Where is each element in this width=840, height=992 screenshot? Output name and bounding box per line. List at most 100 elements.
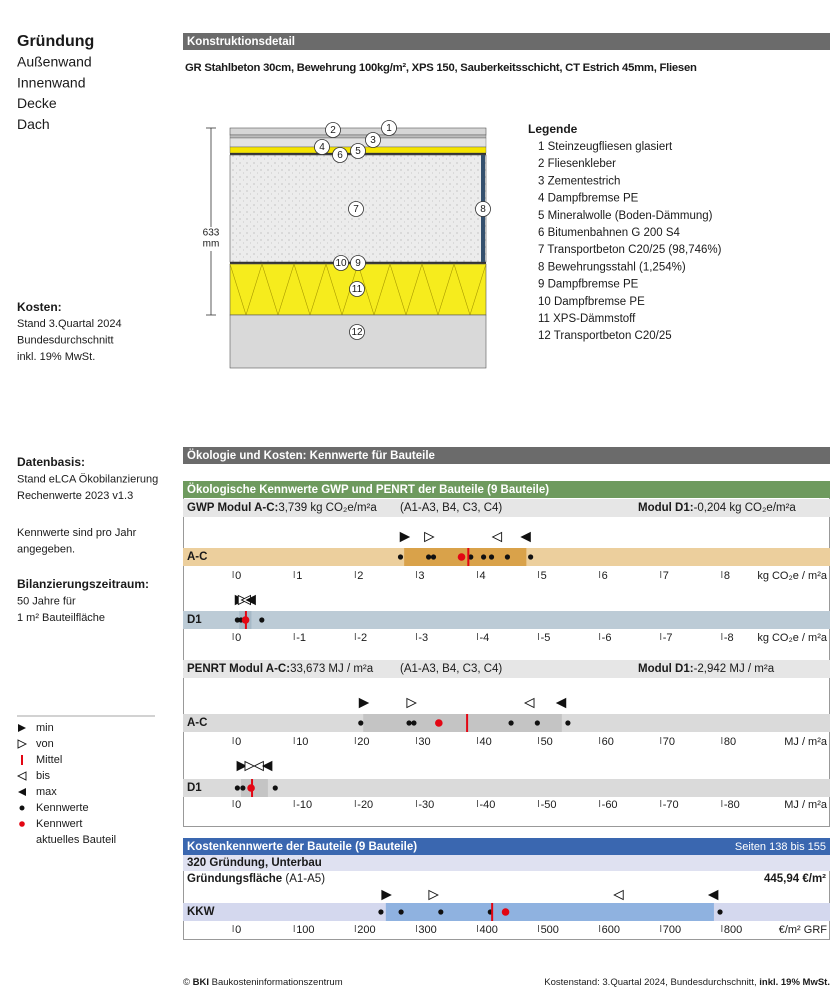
- panel-title: Kostenkennwerte der Bauteile (9 Bauteile…: [187, 841, 417, 853]
- indicator-header-bar: [183, 499, 830, 517]
- callout-circle: [365, 132, 381, 148]
- callout: 7: [353, 204, 359, 215]
- panel-title: Ökologische Kennwerte GWP und PENRT der …: [187, 483, 549, 496]
- footer-left-part: Baukosteninformationszentrum: [209, 977, 343, 988]
- tick-label: 700: [663, 924, 681, 936]
- side-line: Bundesdurchschnitt: [17, 335, 114, 347]
- indicator-d1: Modul D1:-0,204 kg CO₂e/m²a: [638, 502, 796, 514]
- indicator-d1-part: Modul D1:: [638, 663, 694, 675]
- value-dot: [398, 909, 404, 915]
- callout-circle: [314, 139, 330, 155]
- value-dot: [234, 617, 240, 623]
- tick-label: 1: [296, 570, 302, 582]
- marker-von: [406, 697, 417, 709]
- tick-label: -30: [418, 799, 434, 811]
- tick-label: 50: [541, 736, 553, 748]
- tick-label: 600: [602, 924, 620, 936]
- value-dot: [534, 720, 540, 726]
- description: GR Stahlbeton 30cm, Bewehrung 100kg/m², …: [185, 62, 697, 74]
- key-label: bis: [36, 770, 51, 782]
- callout: 4: [319, 142, 325, 153]
- side-line: Stand eLCA Ökobilanzierung: [17, 473, 158, 485]
- callout-circle: [325, 122, 341, 138]
- side-line: angegeben.: [17, 543, 75, 555]
- current-dot: [457, 553, 466, 561]
- indicator-d1-part: Modul D1:: [638, 502, 694, 514]
- section-header: [183, 447, 830, 464]
- footer-right-part: inkl. 19% MwSt.: [759, 977, 830, 988]
- legend-item: 5 Mineralwolle (Boden-Dämmung): [538, 210, 713, 222]
- indicator-d1: Modul D1:-2,942 MJ / m²a: [638, 663, 775, 675]
- side-title: Datenbasis:: [17, 455, 85, 469]
- legend-item: 1 Steinzeugfliesen glasiert: [538, 141, 673, 153]
- value-dot: [259, 617, 265, 623]
- tick-label: 4: [479, 570, 485, 582]
- callout-circle: [332, 147, 348, 163]
- key-symbols: [16, 715, 155, 827]
- marker-min: [399, 531, 411, 543]
- marker-max: [245, 594, 256, 606]
- tick-label: 8: [724, 570, 730, 582]
- marker-bis: [613, 889, 624, 901]
- current-dot: [435, 719, 443, 727]
- side-title: Kosten:: [17, 300, 62, 314]
- panel-title-bar: [183, 838, 830, 855]
- indicator-d1-part: -0,204 kg CO₂e/m²a: [694, 502, 797, 514]
- footer-right-part: Kostenstand: 3.Quartal 2024, Bundesdurch…: [544, 977, 759, 988]
- tick-label: 100: [296, 924, 314, 936]
- tick-label: -4: [479, 632, 489, 644]
- legend-item: 7 Transportbeton C20/25 (98,746%): [538, 244, 722, 256]
- side-line: Kennwerte sind pro Jahr: [17, 527, 137, 539]
- unit: kg CO₂e / m²a: [757, 570, 828, 582]
- value-dot: [430, 554, 437, 560]
- tick-label: 60: [602, 736, 614, 748]
- reference: Gründungsfläche (A1-A5): [187, 873, 325, 885]
- key-label: min: [36, 722, 54, 734]
- legend-item: 9 Dampfbremse PE: [538, 279, 639, 291]
- callout-circle: [475, 201, 491, 217]
- side-line: 1 m² Bauteilfläche: [17, 612, 105, 624]
- callout-circle: [333, 255, 349, 271]
- strip-range: [385, 903, 714, 921]
- indicator-scope: (A1-A3, B4, C3, C4): [400, 663, 502, 675]
- row-label: D1: [187, 614, 202, 626]
- footer-right: Kostenstand: 3.Quartal 2024, Bundesdurch…: [544, 977, 830, 988]
- callout-circle: [350, 143, 366, 159]
- section-header-text: Ökologie und Kosten: Kennwerte für Baute…: [187, 449, 435, 462]
- marker-max: [520, 531, 531, 543]
- pages: Seiten 138 bis 155: [735, 841, 826, 853]
- callout: 9: [355, 258, 361, 269]
- value-dot: [508, 720, 514, 726]
- value-dot: [504, 554, 511, 560]
- value-dot: [397, 554, 404, 560]
- legend-item: 3 Zementestrich: [538, 175, 620, 187]
- key-label: Mittel: [36, 754, 62, 766]
- footer-left: © BKI Baukosteninformationszentrum: [183, 977, 343, 988]
- row-label: KKW: [187, 906, 215, 918]
- side-title: Bilanzierungszeitraum:: [17, 577, 149, 591]
- marker-max: [707, 889, 719, 901]
- tick-label: 300: [418, 924, 436, 936]
- value-dot: [272, 785, 278, 791]
- indicator-header-part: 33,673 MJ / m²a: [290, 663, 374, 675]
- tick-label: -1: [296, 632, 306, 644]
- construction-drawing: [196, 127, 487, 369]
- tick-label: 5: [541, 570, 547, 582]
- legend-item: 4 Dampfbremse PE: [538, 193, 639, 205]
- panel: [183, 481, 830, 827]
- indicator-scope: (A1-A3, B4, C3, C4): [400, 502, 502, 514]
- value-dot: [468, 554, 474, 560]
- row-label: D1: [187, 782, 202, 794]
- callout-circle: [381, 120, 397, 136]
- callout: 6: [337, 150, 343, 161]
- value-dot: [406, 720, 412, 726]
- nav-item: Dach: [17, 116, 50, 132]
- tick-label: 0: [235, 924, 241, 936]
- marker-min: [236, 760, 248, 772]
- legend-title: Legende: [528, 122, 578, 136]
- legend-item: 10 Dampfbremse PE: [538, 296, 645, 308]
- callout: 12: [351, 327, 363, 338]
- callout-circle: [348, 201, 364, 217]
- nav-title: Gründung: [17, 33, 94, 50]
